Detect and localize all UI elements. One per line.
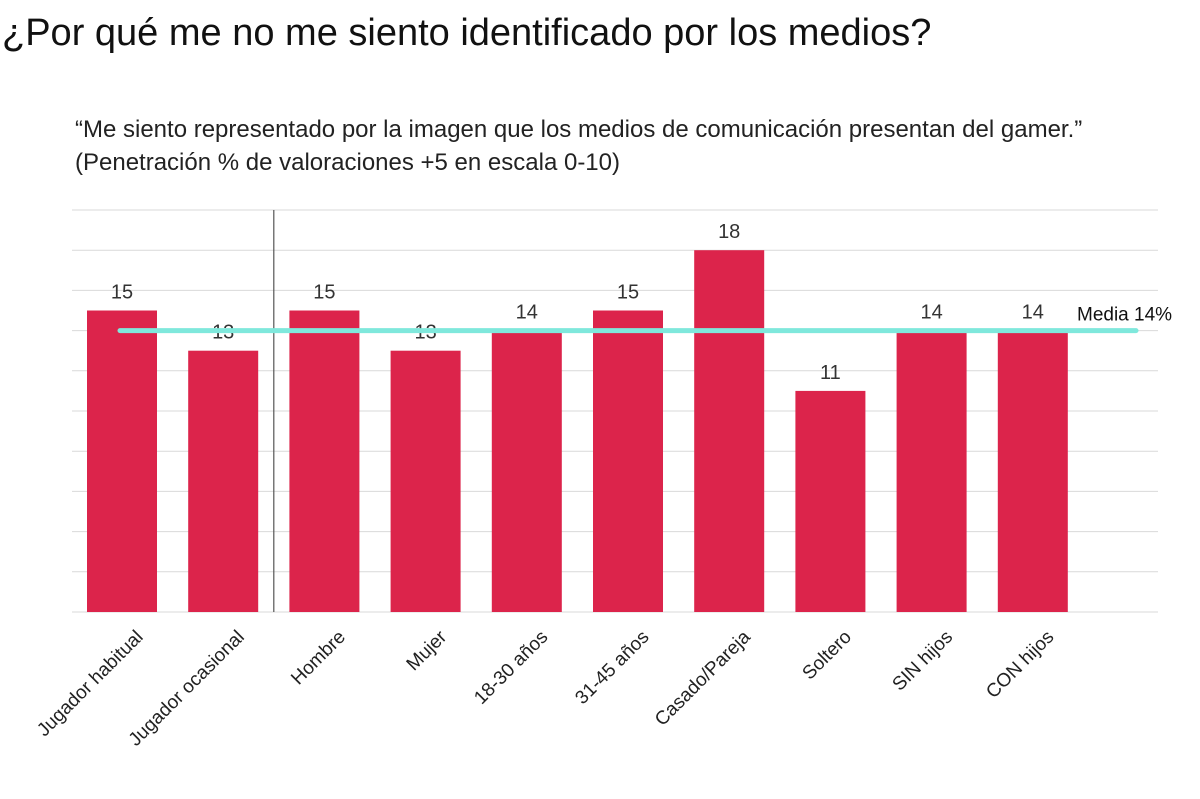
bar (390, 350, 461, 612)
bar (593, 310, 663, 612)
category-label: Jugador habitual (33, 627, 147, 741)
category-label: Hombre (287, 627, 350, 690)
category-label: Mujer (403, 626, 452, 675)
category-label: Soltero (799, 627, 856, 684)
bar-value-label: 14 (516, 302, 538, 324)
category-label: 31-45 años (571, 627, 653, 709)
bar-value-label: 11 (820, 362, 841, 384)
bar (694, 250, 765, 612)
category-label: SIN hijos (889, 627, 958, 696)
bar-value-label: 18 (718, 221, 740, 243)
average-line-label: Media 14% (1077, 305, 1172, 326)
bar (491, 330, 562, 612)
bars (87, 250, 1068, 612)
page-title: ¿Por qué me no me siento identificado po… (2, 12, 932, 54)
bar (997, 330, 1068, 612)
bar-value-label: 14 (1022, 302, 1044, 324)
bar (87, 310, 157, 612)
category-label: Casado/Pareja (651, 626, 755, 730)
bar-value-label: 15 (111, 282, 133, 304)
average-line-group: Media 14% (117, 305, 1172, 334)
category-label: CON hijos (982, 627, 1058, 703)
bar-value-label: 15 (313, 282, 335, 304)
chart-subtitle: “Me siento representado por la imagen qu… (75, 116, 1083, 176)
category-label: 18-30 años (470, 627, 552, 709)
bar (896, 330, 967, 612)
bar-value-label: 15 (617, 282, 639, 304)
bar (188, 350, 259, 612)
bar-value-label: 14 (920, 302, 942, 324)
bar (289, 310, 360, 612)
bar (795, 390, 866, 612)
